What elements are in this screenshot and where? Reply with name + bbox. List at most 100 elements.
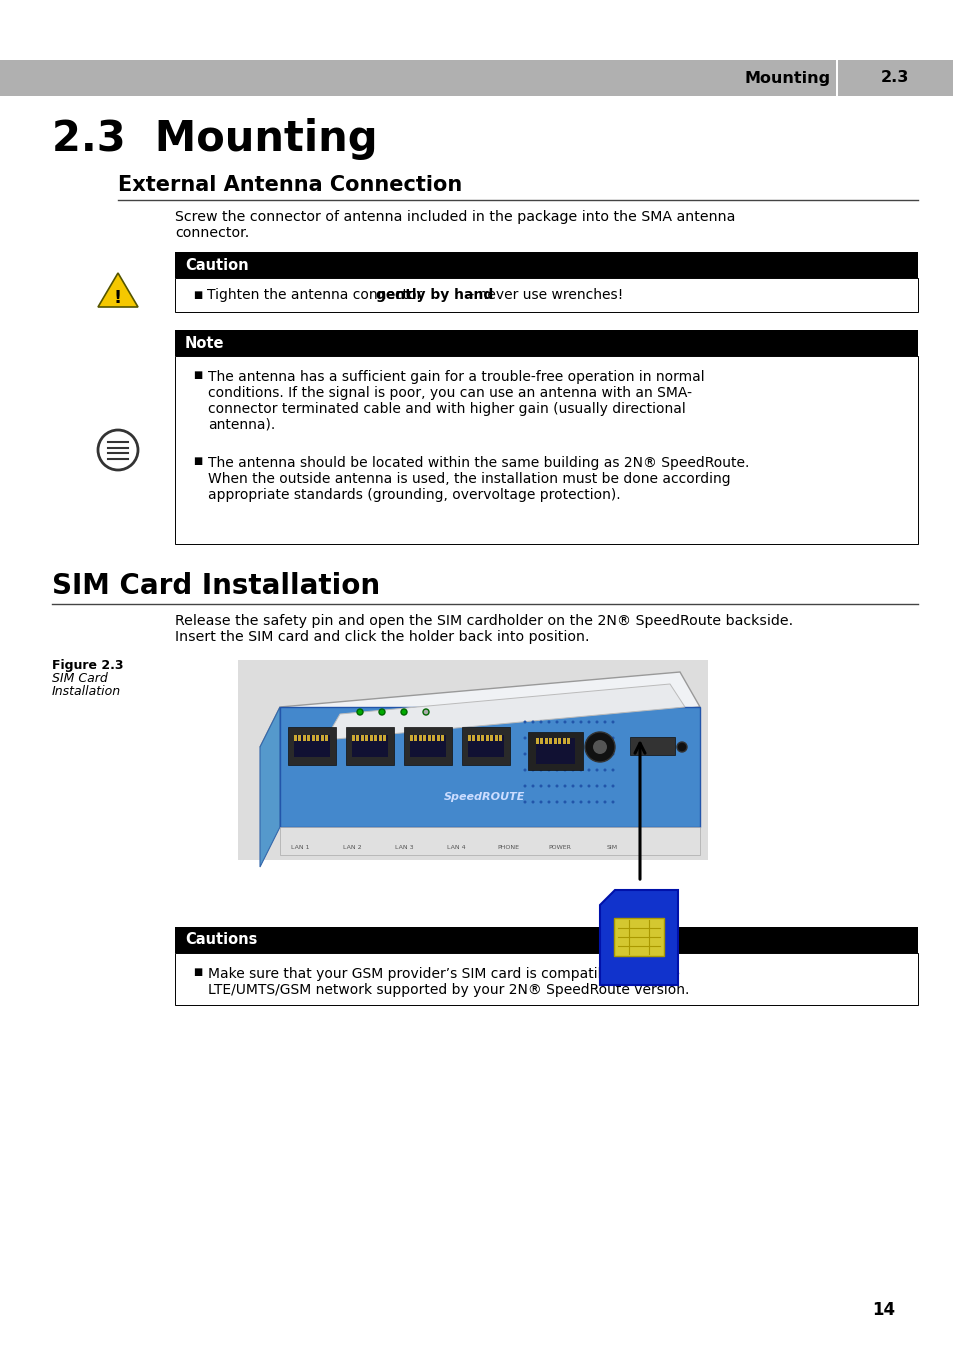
Bar: [495, 735, 497, 741]
Circle shape: [531, 800, 534, 804]
Circle shape: [555, 800, 558, 804]
Circle shape: [523, 753, 526, 755]
Bar: [410, 735, 446, 757]
Polygon shape: [260, 707, 280, 867]
Text: LTE/UMTS/GSM network supported by your 2N® SpeedRoute version.: LTE/UMTS/GSM network supported by your 2…: [208, 983, 689, 997]
Text: ■: ■: [193, 290, 202, 299]
Circle shape: [531, 785, 534, 788]
Bar: [346, 727, 394, 765]
Circle shape: [587, 753, 590, 755]
Circle shape: [571, 753, 574, 755]
Text: Release the safety pin and open the SIM cardholder on the 2N® SpeedRoute backsid: Release the safety pin and open the SIM …: [174, 614, 792, 629]
Circle shape: [584, 733, 615, 762]
Circle shape: [587, 800, 590, 804]
Bar: [835, 59, 837, 96]
Polygon shape: [98, 272, 138, 308]
Circle shape: [539, 753, 542, 755]
Bar: [298, 735, 301, 741]
Circle shape: [595, 800, 598, 804]
Circle shape: [555, 769, 558, 772]
Bar: [356, 735, 359, 741]
Bar: [540, 738, 543, 745]
Circle shape: [400, 710, 407, 715]
Circle shape: [563, 785, 566, 788]
Text: LAN 4: LAN 4: [446, 844, 465, 850]
Circle shape: [563, 769, 566, 772]
Circle shape: [595, 737, 598, 739]
Circle shape: [603, 753, 606, 755]
Circle shape: [587, 720, 590, 723]
Bar: [428, 735, 431, 741]
Text: 14: 14: [871, 1300, 894, 1319]
Text: Caution: Caution: [185, 258, 249, 272]
Text: Screw the connector of antenna included in the package into the SMA antenna: Screw the connector of antenna included …: [174, 210, 735, 224]
Circle shape: [531, 769, 534, 772]
Circle shape: [563, 753, 566, 755]
Bar: [237, 660, 707, 861]
Circle shape: [547, 753, 550, 755]
Circle shape: [539, 785, 542, 788]
Circle shape: [571, 785, 574, 788]
Bar: [436, 735, 439, 741]
Circle shape: [603, 785, 606, 788]
Bar: [527, 733, 582, 770]
Text: ■: ■: [193, 456, 202, 465]
Circle shape: [523, 785, 526, 788]
Bar: [499, 735, 502, 741]
Bar: [476, 735, 479, 741]
Text: !: !: [113, 289, 122, 308]
Text: 2.3  Mounting: 2.3 Mounting: [52, 117, 377, 161]
Circle shape: [571, 737, 574, 739]
Bar: [316, 735, 319, 741]
Polygon shape: [260, 672, 700, 747]
Bar: [365, 735, 368, 741]
Text: PHONE: PHONE: [497, 844, 518, 850]
Circle shape: [603, 720, 606, 723]
Text: ■: ■: [193, 967, 202, 977]
Text: Tighten the antenna connector: Tighten the antenna connector: [207, 287, 426, 302]
Circle shape: [611, 737, 614, 739]
Bar: [468, 735, 503, 757]
Circle shape: [378, 710, 385, 715]
Circle shape: [531, 753, 534, 755]
Bar: [562, 738, 565, 745]
Circle shape: [563, 737, 566, 739]
Text: – never use wrenches!: – never use wrenches!: [462, 287, 622, 302]
Circle shape: [587, 785, 590, 788]
Text: antenna).: antenna).: [208, 418, 275, 432]
Circle shape: [547, 769, 550, 772]
Bar: [554, 738, 557, 745]
Text: 2.3: 2.3: [880, 70, 908, 85]
Bar: [536, 738, 575, 764]
Circle shape: [555, 753, 558, 755]
Text: SIM: SIM: [606, 844, 617, 850]
Circle shape: [587, 737, 590, 739]
Circle shape: [523, 800, 526, 804]
Text: LAN 1: LAN 1: [291, 844, 309, 850]
Bar: [360, 735, 364, 741]
Bar: [352, 735, 388, 757]
Circle shape: [603, 737, 606, 739]
Circle shape: [523, 720, 526, 723]
Circle shape: [578, 769, 582, 772]
Polygon shape: [325, 684, 684, 741]
Bar: [423, 735, 426, 741]
Circle shape: [563, 800, 566, 804]
Bar: [312, 735, 314, 741]
Circle shape: [603, 800, 606, 804]
Bar: [303, 735, 306, 741]
Circle shape: [422, 710, 429, 715]
Text: ■: ■: [193, 370, 202, 380]
Circle shape: [595, 785, 598, 788]
Circle shape: [547, 720, 550, 723]
Circle shape: [531, 720, 534, 723]
Circle shape: [563, 720, 566, 723]
Bar: [490, 735, 493, 741]
Circle shape: [555, 720, 558, 723]
Text: External Antenna Connection: External Antenna Connection: [118, 175, 462, 196]
Bar: [288, 727, 335, 765]
Text: connector terminated cable and with higher gain (usually directional: connector terminated cable and with high…: [208, 402, 685, 415]
Circle shape: [595, 769, 598, 772]
Bar: [558, 738, 561, 745]
Bar: [174, 927, 917, 952]
